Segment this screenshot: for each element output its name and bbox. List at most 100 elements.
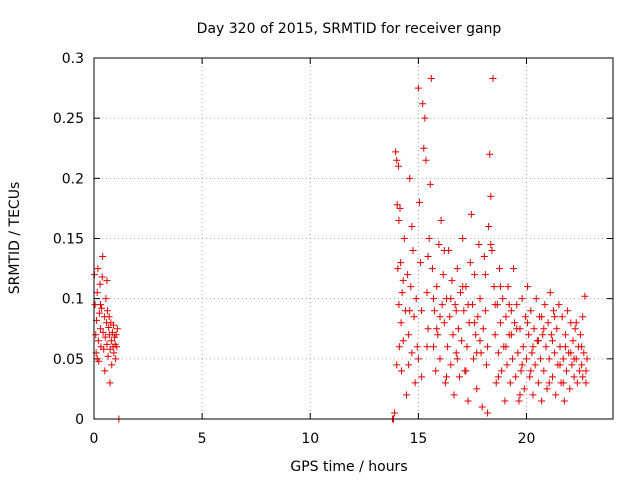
data-point (484, 343, 492, 351)
data-point (414, 84, 422, 92)
data-point (569, 337, 577, 345)
data-point (515, 397, 523, 405)
data-point (540, 325, 548, 333)
data-point (424, 325, 432, 333)
data-point (545, 355, 553, 363)
data-point (543, 385, 551, 393)
data-point (412, 295, 420, 303)
data-point (482, 361, 490, 369)
data-point (103, 307, 111, 315)
data-point (399, 337, 407, 345)
data-point (108, 361, 116, 369)
data-point (513, 301, 521, 309)
data-point (531, 361, 539, 369)
data-point (440, 319, 448, 327)
data-point (577, 331, 585, 339)
data-point (481, 271, 489, 279)
data-point (542, 343, 550, 351)
data-point (110, 349, 118, 357)
data-point (467, 210, 475, 218)
data-point (96, 280, 104, 288)
data-point (406, 174, 414, 182)
data-point (504, 283, 512, 291)
data-point (450, 391, 458, 399)
data-point (434, 331, 442, 339)
data-point (517, 367, 525, 375)
data-point (408, 349, 416, 357)
data-point (438, 301, 446, 309)
data-point (519, 343, 527, 351)
data-point (478, 403, 486, 411)
data-point (555, 301, 563, 309)
data-point (502, 313, 510, 321)
data-point (494, 349, 502, 357)
data-point (487, 241, 495, 249)
data-point (398, 367, 406, 375)
data-point (400, 235, 408, 242)
data-point (435, 241, 443, 249)
data-point (439, 271, 447, 279)
data-point (432, 367, 440, 375)
y-tick-label: 0.05 (53, 352, 84, 368)
x-tick-label: 0 (90, 431, 99, 447)
data-point (578, 343, 586, 351)
data-point (98, 304, 106, 312)
data-point (458, 337, 466, 345)
data-point (476, 337, 484, 345)
data-point (437, 216, 445, 224)
data-point (507, 307, 515, 315)
data-point (567, 349, 575, 357)
y-tick-label: 0.2 (62, 171, 84, 187)
data-point (99, 328, 107, 336)
data-point (490, 283, 498, 291)
data-point (453, 265, 461, 273)
data-point (582, 367, 590, 375)
data-point (552, 391, 560, 399)
data-point (527, 367, 535, 375)
data-point (112, 355, 120, 363)
data-point (409, 247, 417, 255)
data-point (582, 379, 590, 387)
data-point (407, 283, 415, 291)
axis-ticks: 0 0.05 0.1 0.15 0.2 0.25 0.3 0 5 10 15 20 (53, 51, 613, 447)
x-axis-label: GPS time / hours (290, 459, 407, 475)
data-point (417, 259, 425, 267)
data-point (544, 319, 552, 327)
data-point (470, 355, 478, 363)
data-point (508, 355, 516, 363)
data-point (393, 361, 401, 369)
data-point (473, 385, 481, 393)
data-point (525, 331, 533, 339)
data-point (491, 301, 499, 309)
data-point (511, 319, 519, 327)
data-point (95, 309, 103, 317)
data-point (426, 180, 434, 188)
data-point (455, 373, 463, 381)
data-point (447, 361, 455, 369)
data-points (90, 74, 591, 423)
data-point (113, 325, 121, 333)
data-point (98, 273, 106, 281)
data-point (561, 331, 569, 339)
data-point (538, 397, 546, 405)
data-point (100, 345, 108, 353)
data-point (414, 355, 422, 363)
data-point (471, 271, 479, 279)
data-point (523, 355, 530, 363)
data-point (506, 379, 514, 387)
data-point (480, 253, 488, 261)
data-point (497, 283, 505, 291)
data-point (559, 379, 567, 387)
data-point (433, 283, 441, 291)
data-point (471, 319, 479, 327)
data-point (102, 295, 110, 303)
data-point (563, 367, 571, 375)
data-point (578, 361, 586, 369)
data-point (451, 301, 459, 309)
data-point (94, 337, 102, 345)
data-point (486, 150, 494, 158)
data-point (568, 361, 576, 369)
data-point (109, 321, 117, 329)
data-point (497, 319, 505, 327)
